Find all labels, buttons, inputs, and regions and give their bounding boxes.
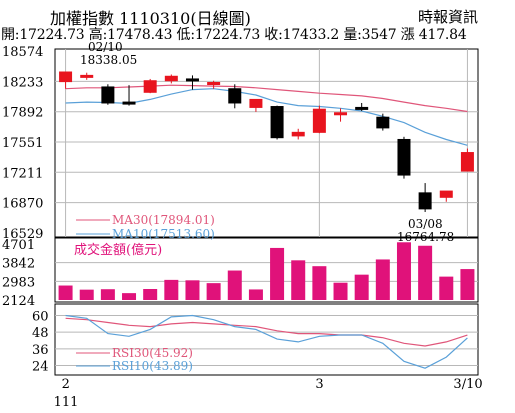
volume-bar (100, 289, 115, 300)
candle-up (80, 74, 94, 78)
volume-bar (248, 289, 263, 300)
ma10-line (65, 88, 468, 146)
ma10-legend: MA10(17513.60) (112, 227, 215, 241)
volume-bars (58, 242, 475, 300)
volume-bar (143, 289, 158, 300)
volume-tick-label: 2983 (2, 275, 35, 290)
rsi-tick-label: 48 (32, 326, 49, 341)
rsi-lines (65, 314, 468, 369)
candle-up (439, 190, 453, 198)
page-title: 加權指數 1110310(日線圖) (50, 9, 251, 28)
candle-up (143, 80, 157, 93)
candle-down (122, 101, 136, 105)
volume-bar (418, 245, 433, 300)
volume-axis-ticks: 4701 3842 2983 2124 (2, 238, 35, 309)
price-panel-frame (54, 48, 479, 238)
rsi-tick-label: 36 (32, 343, 49, 358)
candle-up (312, 108, 326, 133)
volume-panel-title: 成交金額(億元) (74, 242, 162, 258)
candle-down (101, 86, 115, 104)
data-source: 時報資訊 (418, 8, 479, 26)
ohlc-summary: 開:17224.73 高:17478.43 低:17224.73 收:17433… (1, 27, 467, 43)
price-tick-label: 17551 (2, 136, 43, 151)
rsi30-legend: RSI30(45.92) (112, 346, 193, 360)
price-tick-label: 17892 (2, 106, 43, 121)
price-tick-label: 18233 (2, 75, 43, 90)
volume-bar (333, 282, 348, 300)
rsi-tick-label: 24 (32, 359, 49, 374)
moving-average-lines (65, 84, 468, 146)
candle-down (270, 106, 284, 139)
x-year-label: 111 (54, 395, 79, 410)
rsi30-line (65, 317, 468, 347)
candle-down (185, 78, 199, 82)
rsi-panel-frame (54, 303, 479, 376)
price-tick-label: 17211 (2, 166, 43, 181)
candle-up (334, 112, 348, 116)
volume-bar (396, 242, 411, 300)
low-date-label: 03/08 (408, 217, 443, 231)
volume-bar (164, 279, 179, 300)
rsi10-line (65, 314, 468, 369)
rsi10-legend: RSI10(43.89) (112, 359, 193, 373)
rsi-tick-label: 60 (32, 310, 49, 325)
candle-up (460, 152, 474, 172)
high-value-label: 18338.05 (80, 53, 137, 67)
candle-up (249, 98, 263, 108)
volume-bar (312, 266, 327, 300)
volume-tick-label: 2124 (2, 294, 35, 309)
x-tick-label: 2 (62, 377, 70, 392)
candle-up (59, 71, 73, 83)
x-tick-label: 3/10 (453, 377, 482, 392)
candle-up (291, 131, 305, 137)
price-tick-label: 18574 (2, 45, 43, 60)
volume-bar (58, 285, 73, 300)
chart-frame (54, 48, 479, 376)
volume-bar (185, 280, 200, 300)
volume-bar (206, 283, 221, 300)
gridlines (55, 49, 478, 366)
volume-bar (354, 274, 369, 300)
candle-down (228, 88, 242, 104)
volume-tick-label: 3842 (2, 257, 35, 272)
candle-down (376, 116, 390, 129)
volume-bar (291, 260, 306, 300)
low-value-label: 16764.78 (397, 230, 454, 244)
price-axis-ticks: 18574 18233 17892 17551 17211 16870 16529 (2, 45, 43, 242)
high-date-label: 02/10 (88, 40, 123, 54)
candlesticks (59, 71, 474, 212)
ma30-line (65, 84, 468, 113)
candle-down (355, 106, 369, 110)
volume-bar (122, 293, 137, 300)
candle-up (164, 75, 178, 82)
x-tick-label: 3 (315, 377, 323, 392)
candle-up (207, 82, 221, 86)
candle-down (397, 138, 411, 176)
price-tick-label: 16870 (2, 197, 43, 212)
volume-bar (439, 276, 454, 300)
volume-bar (375, 259, 390, 300)
volume-panel-frame (54, 237, 479, 303)
ma30-legend: MA30(17894.01) (112, 213, 215, 227)
volume-bar (79, 289, 94, 300)
volume-tick-label: 4701 (2, 238, 35, 253)
volume-bar (270, 247, 285, 300)
volume-bar (460, 269, 475, 300)
candle-down (418, 192, 432, 210)
x-axis-labels: 2 111 3 3/10 (54, 377, 483, 410)
volume-bar (227, 270, 242, 300)
price-tick-label: 16529 (2, 227, 43, 242)
